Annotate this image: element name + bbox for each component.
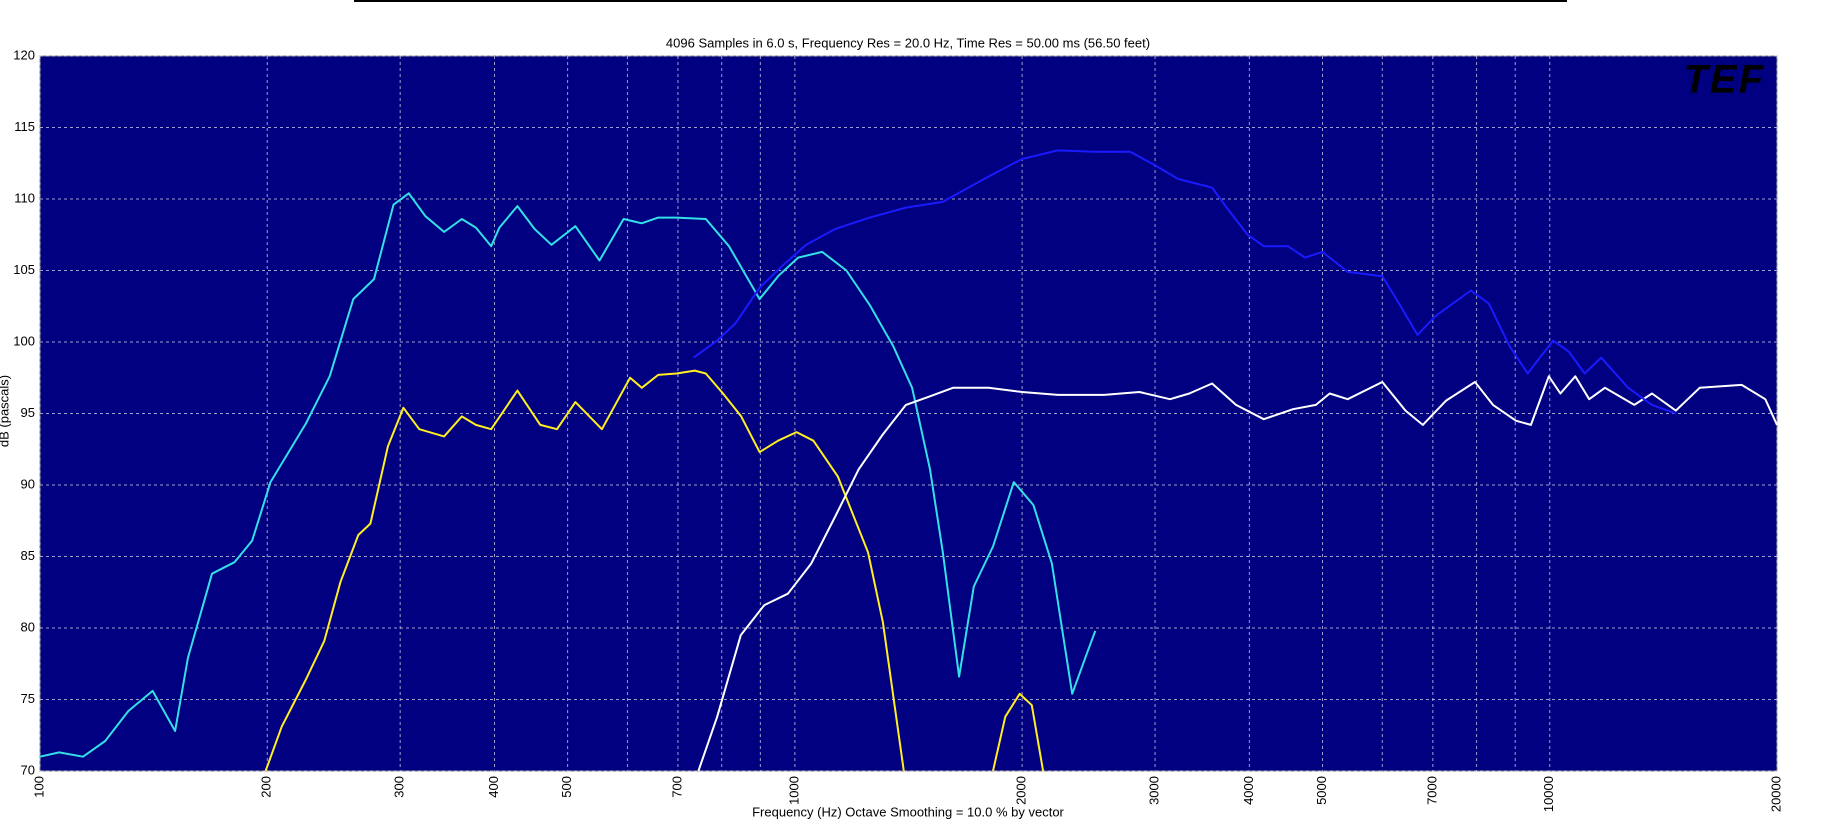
y-tick-label: 90 [21,476,35,491]
y-tick-label: 100 [13,333,35,348]
y-tick-label: 110 [14,190,35,205]
x-tick-label: 300 [392,776,407,798]
x-tick-label: 4000 [1241,776,1256,805]
y-tick-label: 120 [13,47,35,62]
x-tick-label: 200 [259,776,274,798]
y-tick-label: 70 [21,762,35,777]
y-tick-label: 80 [21,619,35,634]
y-axis-label: dB (pascals) [0,375,11,447]
x-tick-label: 20000 [1768,776,1783,812]
x-tick-label: 100 [31,776,46,798]
y-tick-label: 105 [13,262,35,277]
logo: TEF [1683,58,1765,102]
x-tick-label: 500 [559,776,574,798]
x-tick-label: 400 [486,776,501,798]
x-tick-label: 7000 [1424,776,1439,805]
y-tick-label: 115 [14,119,35,134]
series-line [39,192,1097,758]
chart-title: 4096 Samples in 6.0 s, Frequency Res = 2… [666,35,1150,50]
x-tick-label: 5000 [1314,776,1329,805]
x-tick-label: 1000 [786,776,801,805]
series-line [692,149,1677,415]
top-bar [354,0,1567,2]
series-line [697,375,1778,772]
y-tick-label: 75 [21,691,35,706]
x-tick-label: 2000 [1014,776,1029,805]
x-axis-label: Frequency (Hz) Octave Smoothing = 10.0 %… [752,804,1064,819]
x-tick-label: 10000 [1541,776,1556,812]
y-tick-label: 85 [21,548,35,563]
series-line [264,369,1045,772]
x-tick-label: 700 [669,776,684,798]
x-tick-label: 3000 [1146,776,1161,805]
y-tick-label: 95 [21,405,35,420]
